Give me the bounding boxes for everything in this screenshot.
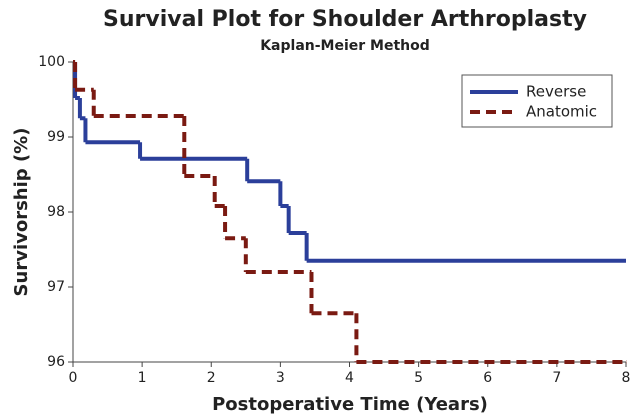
y-tick-label: 100 xyxy=(38,54,65,70)
x-tick-label: 7 xyxy=(552,370,561,386)
x-tick-label: 6 xyxy=(483,370,492,386)
y-axis-label: Survivorship (%) xyxy=(11,128,32,297)
x-tick-label: 1 xyxy=(138,370,147,386)
y-tick-label: 96 xyxy=(47,354,65,370)
legend-box xyxy=(461,74,613,128)
legend-label: Reverse xyxy=(526,83,586,101)
x-tick-label: 5 xyxy=(414,370,423,386)
y-tick-label: 99 xyxy=(47,129,65,145)
y-tick-label: 97 xyxy=(47,279,65,295)
legend-label: Anatomic xyxy=(526,103,597,121)
x-axis-label: Postoperative Time (Years) xyxy=(212,394,488,414)
y-tick-label: 98 xyxy=(47,204,65,220)
x-tick-label: 3 xyxy=(276,370,285,386)
x-tick-label: 4 xyxy=(345,370,354,386)
x-tick-label: 8 xyxy=(622,370,630,386)
x-tick-label: 2 xyxy=(207,370,216,386)
chart-subtitle: Kaplan-Meier Method xyxy=(260,38,430,54)
chart-title: Survival Plot for Shoulder Arthroplasty xyxy=(103,7,587,32)
x-tick-label: 0 xyxy=(69,370,78,386)
